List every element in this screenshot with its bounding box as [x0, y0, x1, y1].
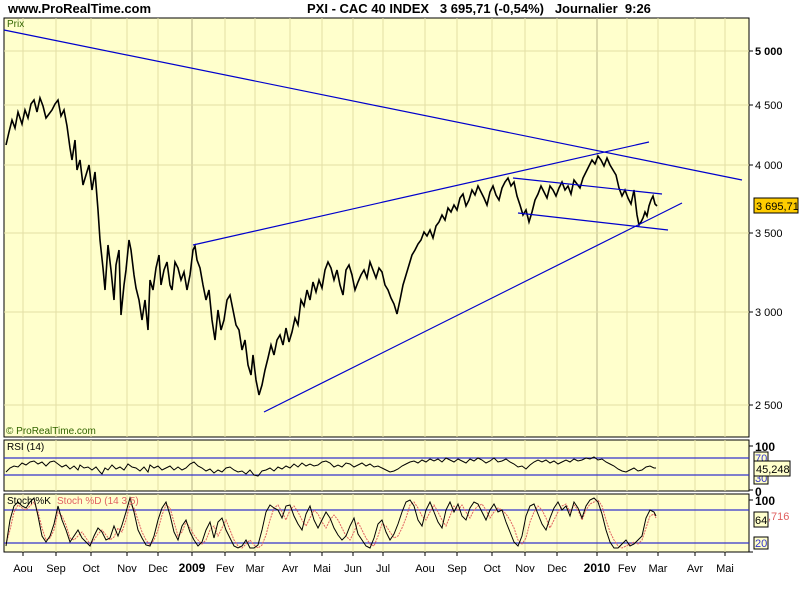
- price-panel-label: Prix: [7, 19, 24, 30]
- rsi-value: 45,248: [756, 464, 790, 476]
- stoch-k-value-tag: [753, 511, 769, 528]
- rising-support-line: [263, 202, 683, 413]
- x-label-mar-2010: Mar: [649, 563, 668, 575]
- stoch-k-label: Stoch %K: [7, 496, 51, 507]
- x-label-oct-2009: Oct: [483, 563, 500, 575]
- x-axis: Aou Sep Oct Nov Dec 2009 Fev Mar Avr Mai…: [13, 552, 734, 575]
- rsi-series: [5, 456, 656, 477]
- stoch-k-value: 64: [755, 515, 767, 527]
- y-tick-5000: 5 000: [755, 46, 783, 58]
- price-panel: Prix © ProRealTime.com 5 000 4 500 4 000…: [3, 17, 799, 438]
- chart-title: PXI - CAC 40 INDEX 3 695,71 (-0,54%) Jou…: [307, 1, 651, 16]
- x-label-2009: 2009: [179, 561, 206, 575]
- stoch-d-label: Stoch %D (14 3 5): [57, 496, 139, 507]
- price-series: [5, 95, 658, 396]
- x-label-mai-2010: Mai: [716, 563, 734, 575]
- x-label-fev-2010: Fev: [618, 563, 637, 575]
- stoch-panel: Stoch %K Stoch %D (14 3 5) 100 20 64 ,71…: [3, 493, 789, 553]
- rsi-level-0: 0: [755, 485, 762, 499]
- rising-resistance-line: [192, 141, 650, 246]
- y-tick-3500: 3 500: [755, 228, 783, 240]
- y-tick-4000: 4 000: [755, 160, 783, 172]
- x-label-nov-2008: Nov: [117, 563, 137, 575]
- rsi-panel: RSI (14) 100 70 30 0 45,248: [3, 439, 791, 499]
- x-label-sep-2009: Sep: [447, 563, 467, 575]
- x-label-dec-2009: Dec: [547, 563, 567, 575]
- x-label-sep-2008: Sep: [46, 563, 66, 575]
- long-term-resistance-line: [3, 29, 743, 181]
- x-label-avr-2010: Avr: [687, 563, 704, 575]
- x-label-aou-2008: Aou: [13, 563, 33, 575]
- site-name: www.ProRealTime.com: [8, 1, 152, 16]
- x-label-oct-2008: Oct: [82, 563, 99, 575]
- x-label-jul-2009: Jul: [376, 563, 390, 575]
- x-label-mai-2009: Mai: [313, 563, 331, 575]
- x-label-dec-2008: Dec: [148, 563, 168, 575]
- rsi-level-100: 100: [755, 440, 775, 454]
- y-tick-2500: 2 500: [755, 400, 783, 412]
- channel-top-line: [512, 177, 663, 195]
- channel-bottom-line: [517, 212, 669, 231]
- trendlines: [3, 29, 743, 413]
- x-label-nov-2009: Nov: [515, 563, 535, 575]
- last-price-value: 3 695,71: [756, 201, 799, 213]
- stoch-d-value: ,716: [768, 511, 789, 523]
- y-tick-4500: 4 500: [755, 100, 783, 112]
- x-label-avr-2009: Avr: [282, 563, 299, 575]
- x-label-mar-2009: Mar: [246, 563, 265, 575]
- rsi-value-tag: [753, 460, 791, 477]
- stoch-level-20: 20: [755, 538, 767, 550]
- x-label-fev-2009: Fev: [216, 563, 235, 575]
- rsi-label: RSI (14): [7, 442, 44, 453]
- x-label-2010: 2010: [584, 561, 611, 575]
- grid-horizontal: [4, 50, 749, 406]
- stoch-k-series: [5, 496, 657, 549]
- watermark: © ProRealTime.com: [6, 426, 96, 437]
- y-tick-3000: 3 000: [755, 307, 783, 319]
- x-label-aou-2009: Aou: [415, 563, 435, 575]
- last-price-tag: [753, 197, 799, 214]
- stoch-d-series: [5, 499, 657, 549]
- stoch-level-100: 100: [755, 494, 775, 508]
- x-label-jun-2009: Jun: [344, 563, 362, 575]
